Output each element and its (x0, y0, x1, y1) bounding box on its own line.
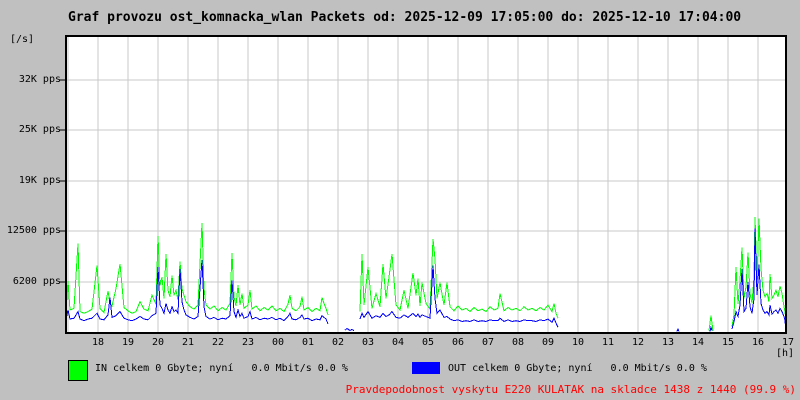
x-axis-hour-label: 16 (751, 337, 765, 348)
x-axis-hour-label: 06 (451, 337, 465, 348)
in-series-line (65, 222, 329, 316)
x-axis-hour-label: 13 (661, 337, 675, 348)
x-axis-hour-label: 17 (781, 337, 795, 348)
plot-border (65, 35, 787, 334)
x-axis-hour-label: 12 (631, 337, 645, 348)
out-series-line (676, 328, 680, 332)
x-axis-hour-label: 15 (721, 337, 735, 348)
x-axis-hour-label: 19 (121, 337, 135, 348)
in-legend-swatch (68, 360, 88, 381)
graph-title: Graf provozu ost_komnacka_wlan Packets o… (68, 10, 742, 25)
out-series-line (344, 327, 355, 332)
out-legend-label: OUT celkem 0 Gbyte; nyní 0.0 Mbit/s 0.0 … (448, 363, 707, 374)
out-series-line (731, 228, 787, 332)
x-axis-hour-label: 05 (421, 337, 435, 348)
y-axis-tick-label: 19K pps (18, 175, 61, 186)
x-axis-hour-label: 01 (301, 337, 315, 348)
out-series-line (359, 265, 559, 328)
out-series-line (65, 259, 329, 325)
x-axis-hour-label: 23 (241, 337, 255, 348)
x-axis-hour-label: 03 (361, 337, 375, 348)
x-axis-hour-label: 02 (331, 337, 345, 348)
in-legend-label: IN celkem 0 Gbyte; nyní 0.0 Mbit/s 0.0 % (95, 363, 348, 374)
x-axis-hour-label: 10 (571, 337, 585, 348)
x-axis-hour-label: 18 (91, 337, 105, 348)
in-series-line (731, 216, 787, 327)
x-axis-hour-label: 07 (481, 337, 495, 348)
y-axis-tick-label: 12500 pps (6, 225, 61, 236)
in-series-line (708, 315, 714, 331)
x-axis-hour-label: 20 (151, 337, 165, 348)
plot-area (66, 36, 786, 333)
x-axis-hour-label: 21 (181, 337, 195, 348)
x-axis-hour-label: 22 (211, 337, 225, 348)
y-axis-tick-label: 25K pps (18, 124, 61, 135)
x-axis-hour-label: 14 (691, 337, 705, 348)
x-axis-unit-label: [h] (775, 348, 795, 359)
x-axis-hour-label: 04 (391, 337, 405, 348)
x-axis-hour-label: 00 (271, 337, 285, 348)
status-text: Pravdepodobnost vyskytu E220 KULATAK na … (345, 383, 796, 396)
x-axis-hour-label: 09 (541, 337, 555, 348)
out-legend-swatch (412, 362, 440, 374)
y-axis-tick-label: 6200 pps (12, 276, 61, 287)
in-series-line (359, 239, 559, 319)
x-axis-hour-label: 11 (601, 337, 615, 348)
y-axis-tick-label: 32K pps (18, 74, 61, 85)
x-axis-hour-label: 08 (511, 337, 525, 348)
y-axis-unit-label: [/s] (10, 34, 35, 45)
out-series-line (709, 325, 713, 332)
